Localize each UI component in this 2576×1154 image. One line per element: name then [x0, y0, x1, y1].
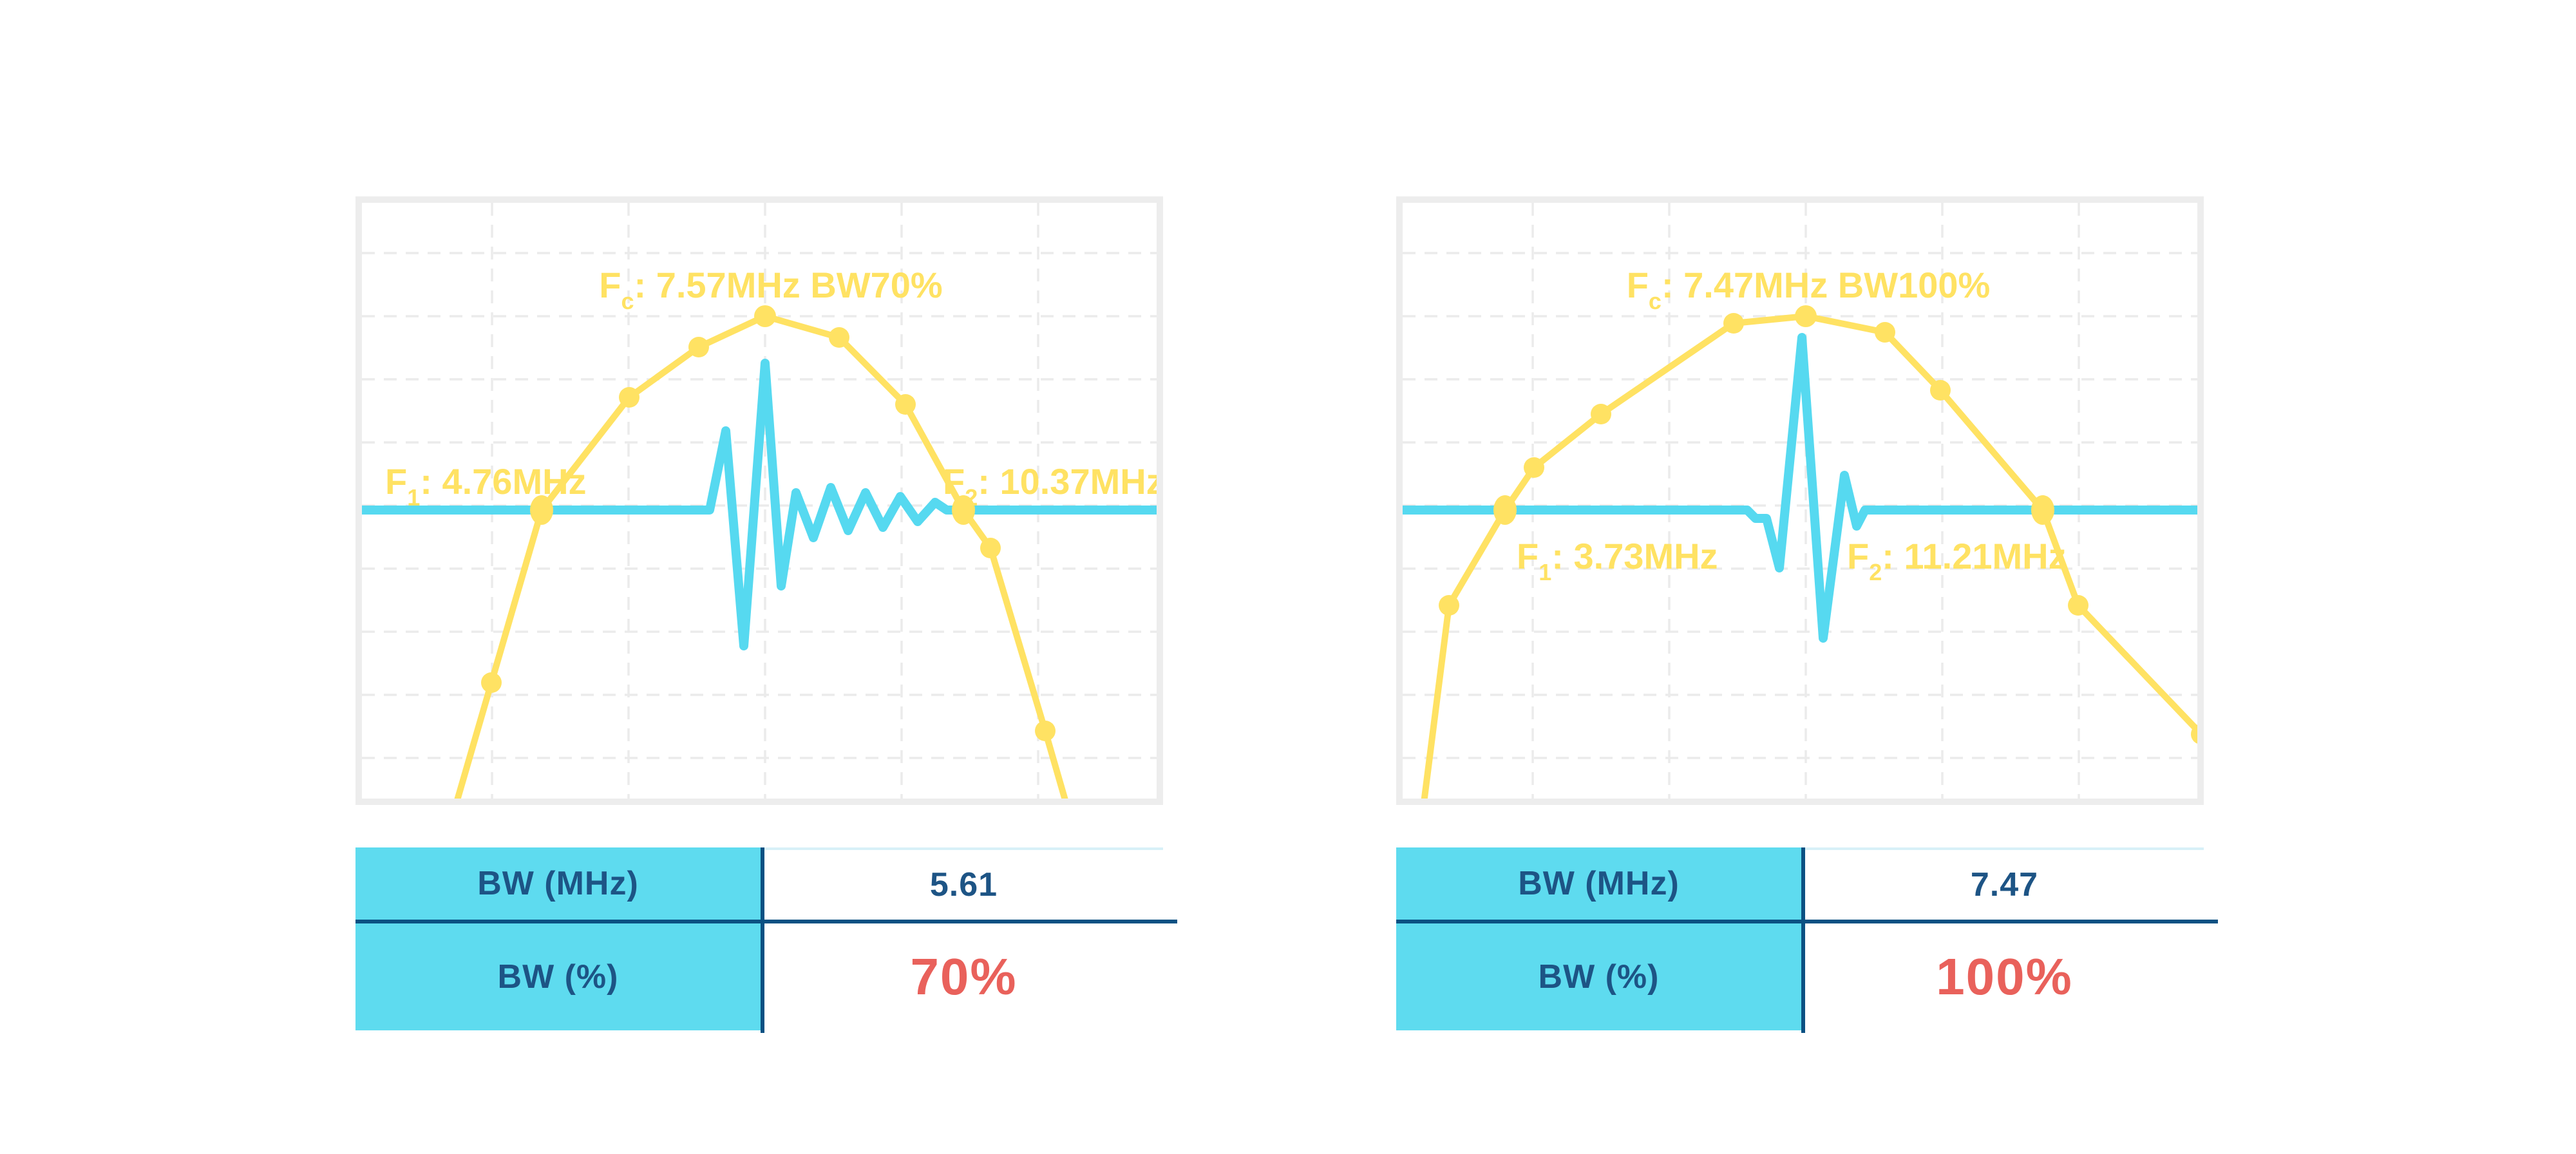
- row-value-bw-pct: 100%: [1936, 948, 2073, 1005]
- fc-annotation: Fc: 7.57MHz BW70%: [599, 265, 942, 314]
- pulse-waveform: [355, 359, 1163, 650]
- row-label-bw-mhz: BW (MHz): [1518, 865, 1680, 902]
- table-row-divider: [1396, 920, 2218, 923]
- f2-annotation: F2: 11.21MHz: [1847, 536, 2067, 585]
- row-value-bw-pct: 70%: [910, 948, 1018, 1005]
- row-label-bw-pct: BW (%): [497, 958, 619, 996]
- table-column-divider: [1801, 847, 1805, 1033]
- pulse-waveform: [1396, 333, 2204, 643]
- chart-canvas-bw100: Fc: 7.47MHz BW100% F1: 3.73MHz F2: 11.21…: [1396, 196, 2204, 805]
- table-header-column: [1396, 847, 1801, 1030]
- bandwidth-edge-markers: [1493, 495, 2054, 525]
- bw-table-bw70: BW (MHz) 5.61 BW (%) 70%: [355, 847, 1177, 1033]
- fc-annotation: Fc: 7.47MHz BW100%: [1627, 265, 1991, 314]
- row-value-bw-mhz: 7.47: [1970, 866, 2039, 903]
- spectrum-curve: [452, 313, 1070, 805]
- plot-frame: [355, 196, 1163, 805]
- spectrum-point-markers: [481, 305, 1056, 741]
- f2-annotation: F2: 10.37MHz: [943, 461, 1163, 511]
- chart-canvas-bw70: Fc: 7.57MHz BW70% F1: 4.76MHz F2: 10.37M…: [355, 196, 1163, 805]
- table-header-column: [355, 847, 761, 1030]
- row-label-bw-pct: BW (%): [1538, 958, 1660, 996]
- chart-panel-bw100: Fc: 7.47MHz BW100% F1: 3.73MHz F2: 11.21…: [1396, 196, 2204, 805]
- chart-panel-bw70: Fc: 7.57MHz BW70% F1: 4.76MHz F2: 10.37M…: [355, 196, 1163, 805]
- spectrum-point-markers: [1439, 305, 2204, 744]
- row-value-bw-mhz: 5.61: [929, 866, 998, 903]
- table-column-divider: [761, 847, 764, 1033]
- plot-frame: [1396, 196, 2204, 805]
- bandwidth-edge-markers: [530, 495, 975, 525]
- spectrum-curve: [1420, 313, 2204, 805]
- table-row-divider: [355, 920, 1177, 923]
- f1-annotation: F1: 4.76MHz: [385, 461, 587, 511]
- row-label-bw-mhz: BW (MHz): [477, 865, 639, 902]
- table-value-column: [764, 847, 1163, 1030]
- bw-table-bw100: BW (MHz) 7.47 BW (%) 100%: [1396, 847, 2218, 1033]
- f1-annotation: F1: 3.73MHz: [1517, 536, 1718, 585]
- table-value-column: [1805, 847, 2204, 1030]
